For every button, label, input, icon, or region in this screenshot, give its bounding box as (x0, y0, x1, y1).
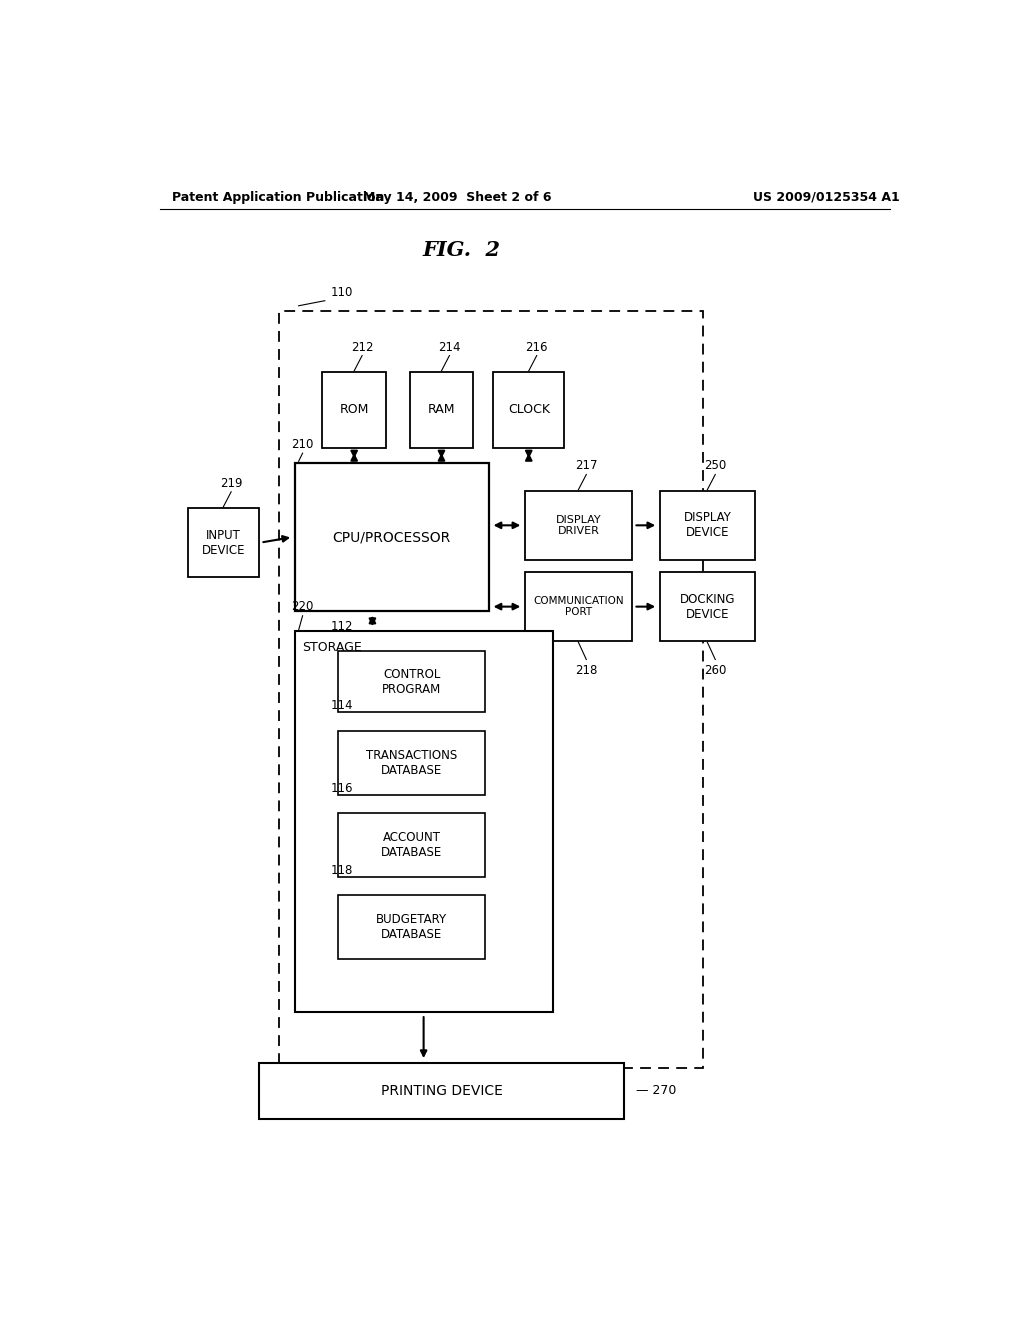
Text: STORAGE: STORAGE (303, 642, 362, 655)
Text: 217: 217 (575, 459, 598, 473)
Text: 250: 250 (705, 459, 726, 473)
Text: TRANSACTIONS
DATABASE: TRANSACTIONS DATABASE (367, 748, 458, 776)
Bar (295, 463, 489, 611)
Bar (659, 491, 755, 560)
Text: 210: 210 (291, 438, 313, 451)
Text: CPU/PROCESSOR: CPU/PROCESSOR (333, 531, 451, 544)
Text: — 270: — 270 (636, 1085, 676, 1097)
Text: 220: 220 (291, 599, 313, 612)
Text: FIG.  2: FIG. 2 (422, 240, 501, 260)
Bar (410, 372, 473, 447)
Bar (295, 631, 553, 1012)
Text: 216: 216 (525, 341, 548, 354)
Bar (338, 651, 485, 713)
Text: RAM: RAM (428, 404, 456, 416)
Text: 219: 219 (220, 477, 243, 490)
Text: 114: 114 (331, 700, 353, 713)
Text: 218: 218 (575, 664, 597, 677)
Bar (259, 1063, 624, 1119)
Text: 112: 112 (331, 620, 353, 634)
Text: DISPLAY
DRIVER: DISPLAY DRIVER (556, 515, 601, 536)
Text: CLOCK: CLOCK (508, 404, 550, 416)
Text: DISPLAY
DEVICE: DISPLAY DEVICE (683, 511, 731, 540)
Bar (323, 372, 386, 447)
Bar (338, 895, 485, 960)
Bar (338, 813, 485, 876)
Text: PRINTING DEVICE: PRINTING DEVICE (381, 1084, 503, 1098)
Bar (524, 491, 632, 560)
Text: ACCOUNT
DATABASE: ACCOUNT DATABASE (381, 832, 442, 859)
Text: May 14, 2009  Sheet 2 of 6: May 14, 2009 Sheet 2 of 6 (364, 190, 552, 203)
Bar (187, 508, 259, 577)
Bar (524, 572, 632, 642)
Bar (494, 372, 564, 447)
Text: 110: 110 (331, 285, 352, 298)
Bar (279, 312, 703, 1068)
Text: INPUT
DEVICE: INPUT DEVICE (202, 528, 245, 557)
Bar (659, 572, 755, 642)
Text: 118: 118 (331, 865, 352, 876)
Text: 212: 212 (351, 341, 374, 354)
Text: 116: 116 (331, 781, 353, 795)
Text: BUDGETARY
DATABASE: BUDGETARY DATABASE (376, 913, 447, 941)
Text: CONTROL
PROGRAM: CONTROL PROGRAM (382, 668, 441, 696)
Bar (338, 731, 485, 795)
Text: 260: 260 (705, 664, 726, 677)
Text: Patent Application Publication: Patent Application Publication (172, 190, 384, 203)
Text: 214: 214 (438, 341, 461, 354)
Text: DOCKING
DEVICE: DOCKING DEVICE (680, 593, 735, 620)
Text: US 2009/0125354 A1: US 2009/0125354 A1 (753, 190, 900, 203)
Text: COMMUNICATION
PORT: COMMUNICATION PORT (534, 595, 624, 618)
Text: ROM: ROM (340, 404, 369, 416)
